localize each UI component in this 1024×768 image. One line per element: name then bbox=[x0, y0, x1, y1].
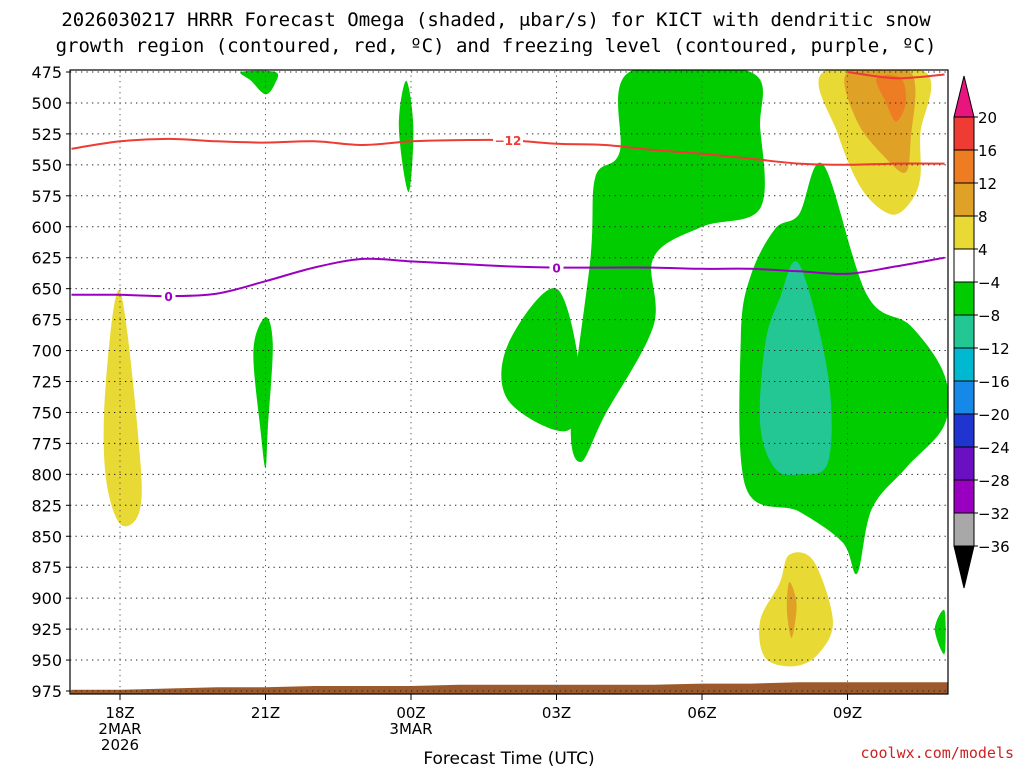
colorbar-label: −36 bbox=[978, 538, 1010, 556]
colorbar-label: −32 bbox=[978, 505, 1010, 523]
colorbar-label: −16 bbox=[978, 373, 1010, 391]
grid bbox=[70, 70, 948, 694]
colorbar-label: 4 bbox=[978, 241, 988, 259]
x-tick-label: 09Z bbox=[833, 704, 862, 722]
omega-green-thin-2 bbox=[253, 317, 273, 469]
omega-green-blob-00z bbox=[501, 288, 582, 432]
x-tick-label: 00Z bbox=[396, 704, 425, 722]
y-tick-label: 875 bbox=[31, 558, 62, 577]
y-tick-label: 750 bbox=[31, 403, 62, 422]
contour-label: 0 bbox=[552, 262, 560, 276]
y-tick-label: 700 bbox=[31, 342, 62, 361]
colorbar-swatch bbox=[953, 512, 975, 547]
terrain bbox=[70, 682, 948, 694]
colorbar-label: −12 bbox=[978, 340, 1010, 358]
x-tick-label: 18Z bbox=[105, 704, 134, 722]
y-tick-label: 675 bbox=[31, 311, 62, 330]
y-tick-label: 725 bbox=[31, 373, 62, 392]
y-tick-label: 625 bbox=[31, 249, 62, 268]
colorbar-label: 8 bbox=[978, 208, 988, 226]
colorbar-label: −8 bbox=[978, 307, 1000, 325]
plot-area: −12 0 0 bbox=[69, 69, 949, 695]
y-tick-label: 600 bbox=[31, 218, 62, 237]
contour-label-background bbox=[549, 260, 564, 275]
title-line-1: 2026030217 HRRR Forecast Omega (shaded, … bbox=[61, 9, 931, 31]
omega-shading bbox=[103, 70, 948, 667]
colorbar-label: −20 bbox=[978, 406, 1010, 424]
colorbar-swatch bbox=[953, 314, 975, 349]
omega-gold-bottom bbox=[786, 582, 797, 638]
title-line-2: growth region (contoured, red, ºC) and f… bbox=[56, 35, 937, 57]
y-tick-label: 775 bbox=[31, 434, 62, 453]
y-tick-label: 650 bbox=[31, 280, 62, 299]
x-tick-label: 03Z bbox=[542, 704, 571, 722]
y-tick-label: 800 bbox=[31, 465, 62, 484]
contours: −12 0 0 bbox=[71, 71, 945, 304]
colorbar: 20 16 12 8 4 −4 −8 −12 −16 −20 −24 −28 −32 −36 bbox=[953, 75, 1010, 589]
chart-title: 2026030217 HRRR Forecast Omega (shaded, … bbox=[56, 9, 937, 57]
contour-label-background bbox=[493, 133, 523, 148]
colorbar-label: 16 bbox=[978, 142, 997, 160]
colorbar-label: −28 bbox=[978, 472, 1010, 490]
colorbar-bottom-arrow bbox=[953, 545, 975, 589]
x-tick-label: 06Z bbox=[687, 704, 716, 722]
colorbar-swatch bbox=[953, 149, 975, 184]
colorbar-swatch bbox=[953, 182, 975, 217]
colorbar-swatch bbox=[953, 413, 975, 448]
colorbar-swatch bbox=[953, 446, 975, 481]
omega-green-main bbox=[570, 70, 765, 463]
y-tick-label: 850 bbox=[31, 527, 62, 546]
colorbar-swatch bbox=[953, 380, 975, 415]
x-tick-label: 3MAR bbox=[389, 720, 432, 738]
y-tick-label: 550 bbox=[31, 156, 62, 175]
credit-text: coolwx.com/models bbox=[860, 744, 1014, 762]
y-tick-label: 475 bbox=[31, 63, 62, 82]
omega-green-top-left bbox=[240, 70, 279, 95]
colorbar-swatch bbox=[953, 479, 975, 514]
x-tick-label: 21Z bbox=[251, 704, 280, 722]
colorbar-label: −24 bbox=[978, 439, 1010, 457]
y-tick-label: 525 bbox=[31, 125, 62, 144]
y-tick-label: 975 bbox=[31, 682, 62, 701]
y-tick-label: 575 bbox=[31, 187, 62, 206]
colorbar-swatch bbox=[953, 347, 975, 382]
y-tick-label: 950 bbox=[31, 651, 62, 670]
dendritic-top-segment bbox=[847, 71, 945, 80]
y-tick-label: 825 bbox=[31, 496, 62, 515]
contour-label: −12 bbox=[495, 134, 522, 148]
colorbar-label: 12 bbox=[978, 175, 997, 193]
colorbar-swatch bbox=[953, 248, 975, 283]
omega-yellow-18z bbox=[103, 290, 142, 527]
contour-label: 0 bbox=[164, 290, 172, 304]
colorbar-label: 20 bbox=[978, 109, 997, 127]
y-tick-label: 500 bbox=[31, 94, 62, 113]
x-axis-title: Forecast Time (UTC) bbox=[423, 749, 594, 768]
freezing-level-line bbox=[71, 256, 945, 298]
omega-green-edge bbox=[934, 609, 946, 655]
contour-label-background bbox=[161, 289, 176, 304]
terrain-fill bbox=[70, 682, 948, 694]
colorbar-label: −4 bbox=[978, 274, 1000, 292]
colorbar-swatch bbox=[953, 215, 975, 250]
colorbar-swatch bbox=[953, 116, 975, 151]
omega-teal-core bbox=[759, 261, 832, 476]
omega-green-thin-1 bbox=[398, 80, 414, 193]
omega-orange-top-right bbox=[876, 75, 906, 122]
y-tick-label: 900 bbox=[31, 589, 62, 608]
y-axis: 475 500 525 550 575 600 625 650 675 700 725 750 775 8… bbox=[31, 63, 70, 701]
y-tick-label: 925 bbox=[31, 620, 62, 639]
x-tick-label: 2MAR bbox=[98, 720, 141, 738]
colorbar-top-arrow bbox=[953, 75, 975, 118]
x-tick-label: 2026 bbox=[101, 736, 139, 754]
colorbar-swatch bbox=[953, 281, 975, 316]
